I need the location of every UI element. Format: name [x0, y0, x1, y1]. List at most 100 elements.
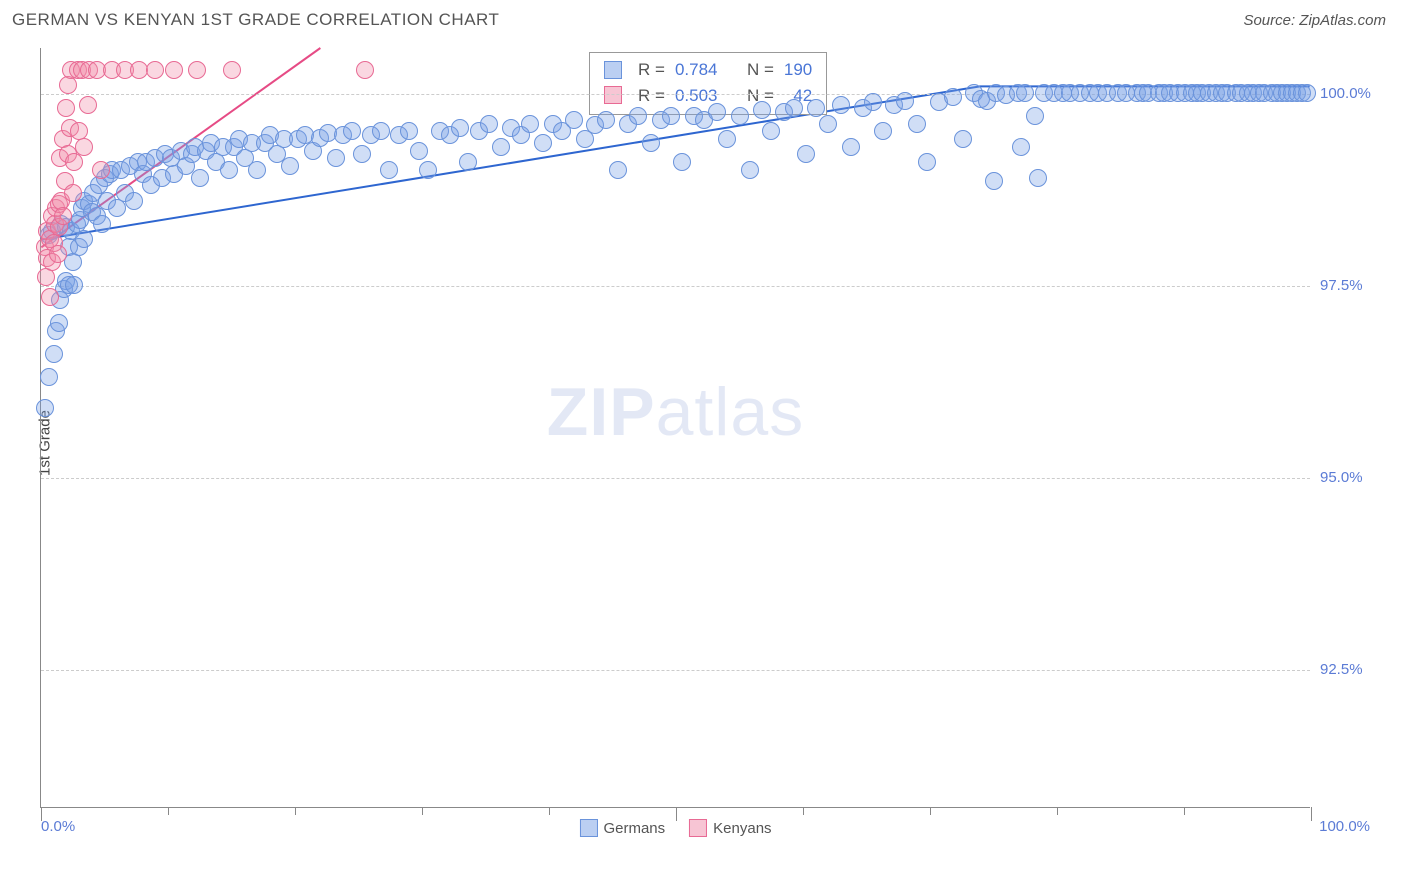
scatter-point [797, 145, 815, 163]
scatter-point [908, 115, 926, 133]
x-tick [1311, 807, 1312, 821]
x-tick [549, 807, 550, 815]
scatter-point [49, 245, 67, 263]
scatter-point [92, 161, 110, 179]
scatter-point [1012, 138, 1030, 156]
scatter-point [248, 161, 266, 179]
scatter-point [281, 157, 299, 175]
scatter-point [731, 107, 749, 125]
scatter-point [1298, 84, 1316, 102]
scatter-point [451, 119, 469, 137]
scatter-point [79, 96, 97, 114]
scatter-point [673, 153, 691, 171]
scatter-point [356, 61, 374, 79]
scatter-point [609, 161, 627, 179]
scatter-point [40, 368, 58, 386]
scatter-point [864, 93, 882, 111]
scatter-point [400, 122, 418, 140]
x-tick [41, 807, 42, 821]
gridline-h [41, 478, 1310, 479]
stats-row: R =0.784 N =190 [604, 57, 812, 83]
scatter-point [93, 215, 111, 233]
scatter-point [819, 115, 837, 133]
scatter-point [41, 288, 59, 306]
scatter-point [741, 161, 759, 179]
scatter-point [629, 107, 647, 125]
scatter-point [597, 111, 615, 129]
scatter-point [459, 153, 477, 171]
scatter-point [343, 122, 361, 140]
chart-title: GERMAN VS KENYAN 1ST GRADE CORRELATION C… [12, 10, 499, 30]
x-tick-label-min: 0.0% [41, 818, 75, 835]
scatter-point [108, 199, 126, 217]
gridline-h [41, 670, 1310, 671]
scatter-point [65, 276, 83, 294]
legend-swatch [579, 819, 597, 837]
scatter-point [59, 76, 77, 94]
scatter-point [380, 161, 398, 179]
scatter-point [45, 345, 63, 363]
scatter-point [50, 314, 68, 332]
legend-item: Germans [579, 819, 665, 837]
x-tick-label-max: 100.0% [1319, 818, 1370, 835]
scatter-point [534, 134, 552, 152]
scatter-point [372, 122, 390, 140]
scatter-point [954, 130, 972, 148]
scatter-point [54, 207, 72, 225]
scatter-point [191, 169, 209, 187]
gridline-h [41, 286, 1310, 287]
scatter-point [832, 96, 850, 114]
scatter-point [165, 61, 183, 79]
scatter-point [708, 103, 726, 121]
scatter-point [65, 153, 83, 171]
scatter-point [896, 92, 914, 110]
scatter-point [188, 61, 206, 79]
source-attribution: Source: ZipAtlas.com [1243, 12, 1386, 29]
scatter-point [1026, 107, 1044, 125]
y-tick-label: 95.0% [1320, 469, 1380, 486]
scatter-point [762, 122, 780, 140]
scatter-point [807, 99, 825, 117]
scatter-point [521, 115, 539, 133]
x-tick [1184, 807, 1185, 815]
scatter-point [480, 115, 498, 133]
scatter-point [37, 268, 55, 286]
x-tick [803, 807, 804, 815]
scatter-point [146, 61, 164, 79]
x-tick [295, 807, 296, 815]
scatter-point [642, 134, 660, 152]
scatter-point [874, 122, 892, 140]
scatter-point [842, 138, 860, 156]
scatter-point [565, 111, 583, 129]
scatter-point [985, 172, 1003, 190]
x-tick [676, 807, 677, 821]
scatter-point [918, 153, 936, 171]
stats-swatch [604, 61, 622, 79]
scatter-point [75, 138, 93, 156]
scatter-point [1016, 84, 1034, 102]
scatter-point [419, 161, 437, 179]
scatter-point [57, 99, 75, 117]
scatter-point [1029, 169, 1047, 187]
y-tick-label: 100.0% [1320, 85, 1380, 102]
legend-swatch [689, 819, 707, 837]
scatter-point [353, 145, 371, 163]
scatter-point [944, 88, 962, 106]
scatter-point [75, 230, 93, 248]
scatter-point [753, 101, 771, 119]
stats-swatch [604, 86, 622, 104]
scatter-point [36, 399, 54, 417]
scatter-point [662, 107, 680, 125]
y-tick-label: 97.5% [1320, 277, 1380, 294]
scatter-point [785, 99, 803, 117]
legend-label: Germans [603, 820, 665, 837]
scatter-point [718, 130, 736, 148]
scatter-point [64, 184, 82, 202]
x-tick [1057, 807, 1058, 815]
scatter-point [64, 253, 82, 271]
x-tick [930, 807, 931, 815]
scatter-point [223, 61, 241, 79]
scatter-point [220, 161, 238, 179]
legend-label: Kenyans [713, 820, 771, 837]
scatter-point [125, 192, 143, 210]
